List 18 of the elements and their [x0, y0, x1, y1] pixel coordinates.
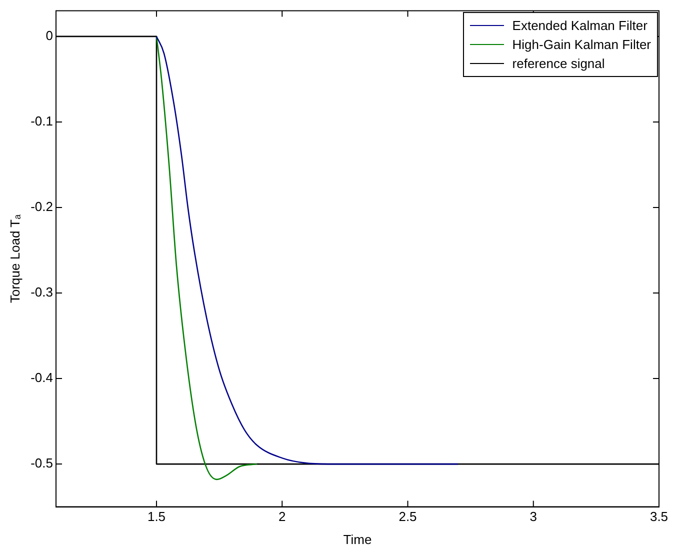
line-series — [156, 36, 258, 480]
y-tick-label: -0.5 — [30, 456, 53, 471]
x-tick-label: 1.5 — [147, 509, 166, 524]
legend-label: reference signal — [512, 56, 605, 71]
y-tick-label: -0.1 — [30, 114, 53, 129]
y-tick-label: -0.3 — [30, 284, 53, 300]
x-tick-label: 3.5 — [650, 509, 668, 524]
y-tick-label: -0.2 — [30, 199, 53, 214]
y-tick-label: 0 — [46, 28, 53, 44]
line-series — [156, 36, 459, 465]
x-tick-label: 3 — [530, 509, 537, 524]
y-axis-title: Torque Load Tₐ — [7, 214, 22, 304]
legend-label: High-Gain Kalman Filter — [512, 36, 651, 52]
x-tick-label: 2 — [278, 509, 286, 524]
legend-label: Extended Kalman Filter — [512, 18, 648, 33]
x-axis-title: Time — [343, 532, 372, 547]
y-tick-label: -0.4 — [30, 370, 53, 386]
x-tick-label: 2.5 — [398, 509, 417, 524]
